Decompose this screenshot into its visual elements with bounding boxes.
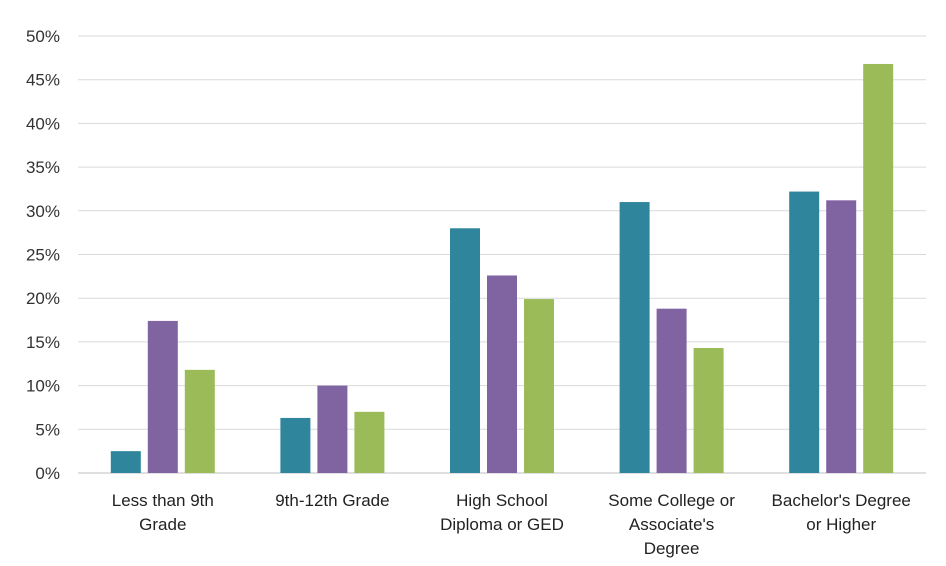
bar-series-3-cat-2 [354,411,385,473]
y-tick-label: 25% [26,246,60,265]
y-tick-label: 10% [26,377,60,396]
bar-series-3-cat-4 [693,348,724,473]
bar-series-2-cat-2 [317,385,348,473]
y-tick-label: 50% [26,27,60,46]
bar-series-2-cat-4 [656,308,687,473]
bar-series-1-cat-5 [789,191,820,473]
bar-series-2-cat-3 [487,275,517,473]
y-tick-label: 30% [26,202,60,221]
y-tick-label: 45% [26,71,60,90]
bar-series-1-cat-1 [110,451,141,473]
x-category-label: 9th-12th Grade [275,491,389,510]
bar-series-1-cat-2 [280,417,311,473]
y-tick-label: 5% [35,420,60,439]
y-tick-label: 35% [26,158,60,177]
bar-series-3-cat-1 [184,369,215,473]
x-category-label: Less than 9th Grade [112,491,214,534]
y-axis-ticks: 0% 5% 10% 15% 20% 25% 30% 35% 40% 45% 50% [26,27,60,483]
bar-series-3-cat-3 [524,299,554,473]
bar-series-1-cat-3 [450,228,480,473]
x-axis-category-labels: Less than 9th Grade 9th-12th Grade High Sch… [112,491,911,558]
bar-series-2-cat-1 [147,320,178,473]
x-category-label: Bachelor's Degree or Higher [772,491,911,534]
y-tick-label: 0% [35,464,60,483]
y-tick-label: 40% [26,114,60,133]
bars [110,63,894,474]
bar-series-1-cat-4 [619,202,650,473]
x-category-label: High School Diploma or GED [440,491,564,534]
y-tick-label: 20% [26,289,60,308]
x-category-label: Some College or Associate's Degree [608,491,735,558]
y-tick-label: 15% [26,333,60,352]
bar-series-3-cat-5 [863,63,894,474]
bar-series-2-cat-5 [826,200,857,473]
